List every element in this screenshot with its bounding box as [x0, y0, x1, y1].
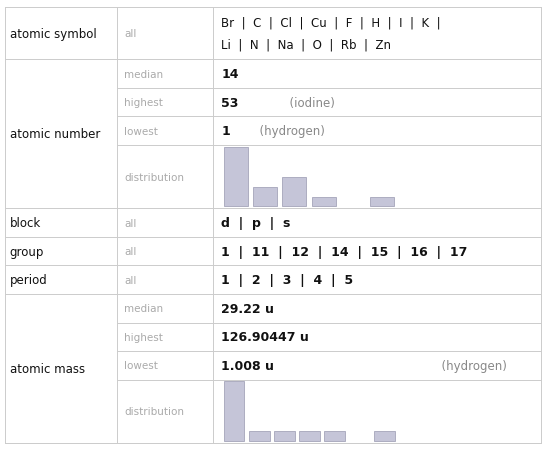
Text: (hydrogen): (hydrogen) [252, 125, 324, 138]
Text: 1  |  2  |  3  |  4  |  5: 1 | 2 | 3 | 4 | 5 [221, 274, 353, 286]
Bar [224, 382, 245, 441]
Bar [253, 187, 277, 207]
Text: atomic mass: atomic mass [10, 362, 85, 375]
Text: distribution: distribution [124, 406, 184, 416]
Text: highest: highest [124, 332, 163, 342]
Text: 53: 53 [221, 97, 239, 110]
Bar [299, 431, 320, 441]
Text: median: median [124, 69, 163, 79]
Text: 1.008 u: 1.008 u [221, 359, 274, 372]
Text: (hydrogen): (hydrogen) [435, 359, 507, 372]
Text: 1  |  11  |  12  |  14  |  15  |  16  |  17: 1 | 11 | 12 | 14 | 15 | 16 | 17 [221, 245, 467, 258]
Text: 1: 1 [221, 125, 230, 138]
Text: block: block [10, 216, 41, 230]
Text: lowest: lowest [124, 126, 158, 137]
Text: lowest: lowest [124, 361, 158, 371]
Text: 14: 14 [221, 68, 239, 81]
Bar [375, 431, 395, 441]
Text: Br  |  C  |  Cl  |  Cu  |  F  |  H  |  I  |  K  |: Br | C | Cl | Cu | F | H | I | K | [221, 16, 441, 29]
Bar [370, 197, 394, 207]
Bar [312, 197, 336, 207]
Text: 29.22 u: 29.22 u [221, 302, 274, 315]
Text: all: all [124, 29, 136, 39]
Text: atomic symbol: atomic symbol [10, 28, 97, 41]
Text: all: all [124, 247, 136, 257]
Text: distribution: distribution [124, 172, 184, 182]
Text: all: all [124, 218, 136, 228]
Bar [274, 431, 295, 441]
Text: group: group [10, 245, 44, 258]
Bar [324, 431, 345, 441]
Text: atomic number: atomic number [10, 128, 100, 141]
Text: period: period [10, 274, 48, 286]
Text: 126.90447 u: 126.90447 u [221, 331, 309, 344]
Text: median: median [124, 304, 163, 313]
Bar [282, 177, 306, 207]
Text: d  |  p  |  s: d | p | s [221, 216, 290, 230]
Bar [224, 147, 248, 207]
Text: Li  |  N  |  Na  |  O  |  Rb  |  Zn: Li | N | Na | O | Rb | Zn [221, 38, 391, 51]
Text: (iodine): (iodine) [282, 97, 335, 110]
Text: highest: highest [124, 98, 163, 108]
Text: all: all [124, 275, 136, 285]
Bar [249, 431, 270, 441]
